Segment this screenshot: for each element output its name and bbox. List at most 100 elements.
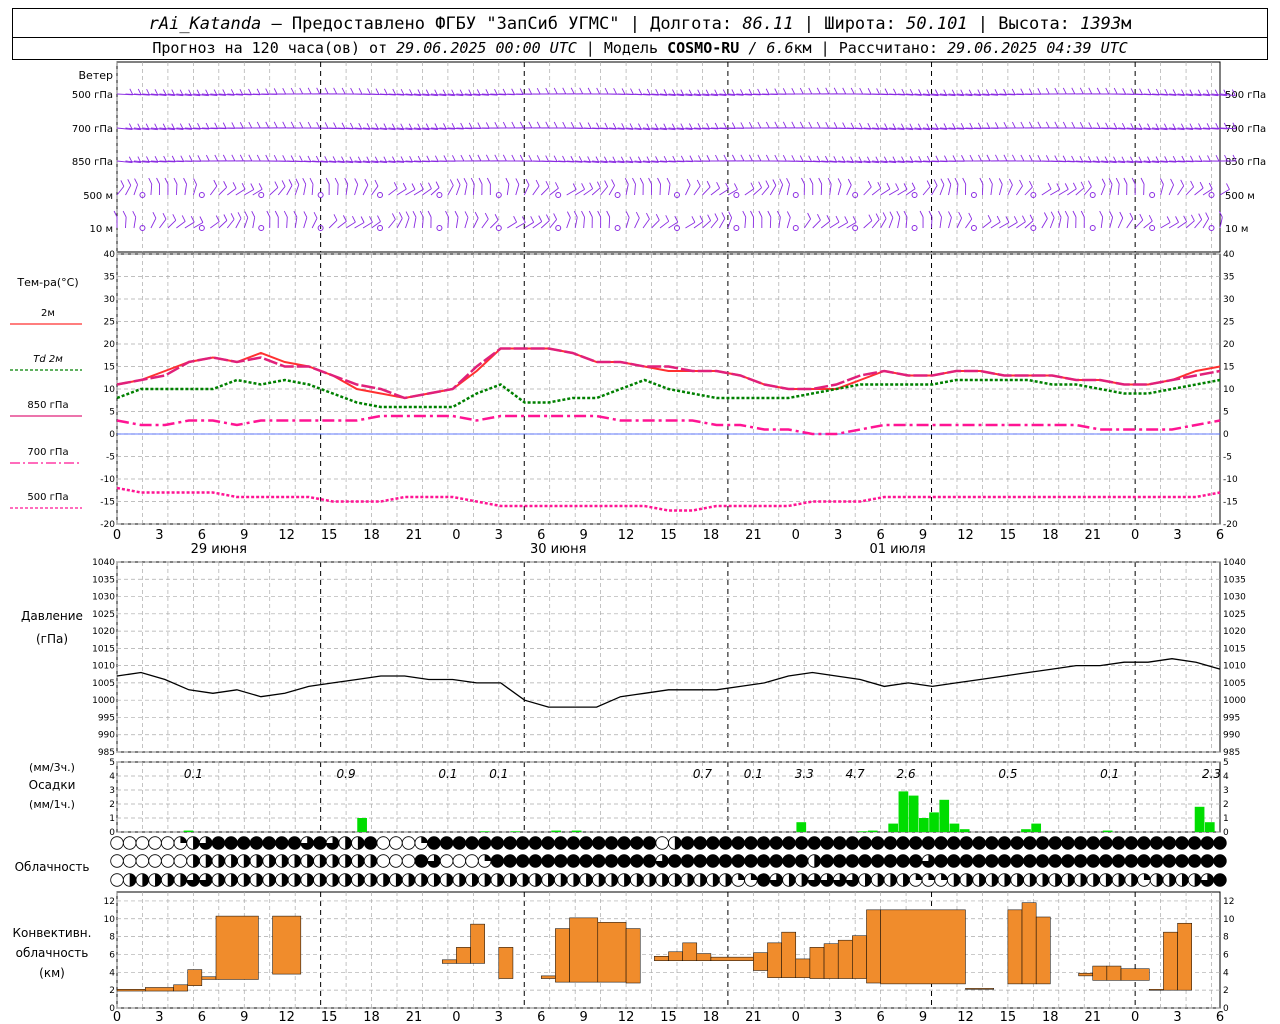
wind-barb	[888, 189, 899, 196]
wind-barb-feather	[1207, 155, 1211, 162]
wind-barb-feather	[299, 121, 304, 129]
wind-barb	[702, 127, 719, 130]
precip-bar	[867, 830, 878, 832]
wind-barb	[668, 221, 679, 229]
cloud-symbol-fill	[294, 873, 301, 887]
wind-barb	[176, 221, 186, 229]
wind-barb	[906, 160, 922, 163]
cloud-symbol-fill	[833, 873, 846, 887]
cloud-symbol-fill	[833, 854, 846, 868]
cloud-symbol-fill	[313, 836, 327, 850]
wind-barb-feather	[538, 215, 543, 222]
wind-barb	[846, 221, 857, 229]
conv-bar	[215, 915, 259, 980]
precip-bar	[1021, 829, 1031, 832]
wind-barb-feather	[597, 210, 602, 218]
wind-barb-feather	[1170, 178, 1174, 186]
wind-barb	[956, 217, 963, 229]
wind-barb-feather	[241, 182, 246, 190]
wind-barb-feather	[630, 88, 634, 95]
wind-barb-feather	[536, 155, 541, 162]
wind-barb-feather	[833, 122, 838, 129]
conv-bar	[767, 942, 782, 978]
cloud-symbol-fill	[719, 854, 732, 868]
wind-barb	[744, 217, 747, 229]
temp-hour-label: 12	[618, 528, 635, 543]
wind-barb	[1135, 160, 1151, 164]
cloud-symbol-fill	[1118, 873, 1125, 887]
lat-label: Широта:	[824, 14, 896, 34]
wind-barb-feather	[801, 177, 805, 185]
wind-barb-feather	[164, 177, 169, 185]
wind-barb-feather	[511, 121, 516, 129]
wind-barb	[1169, 160, 1185, 163]
wind-barb	[464, 184, 468, 196]
precip-bar	[888, 823, 899, 832]
wind-barb-feather	[714, 213, 719, 220]
cloud-symbol-fill	[262, 836, 276, 850]
cloud-symbol-fill	[1080, 873, 1087, 887]
cloud-symbol-fill	[896, 854, 910, 868]
temp-hour-label: 0	[452, 528, 460, 543]
wind-barb	[803, 218, 811, 229]
wind-barb-feather	[986, 122, 991, 129]
wind-barb-feather	[1064, 210, 1069, 218]
wind-level-label: 700 гПа	[72, 124, 113, 135]
wind-barb	[693, 93, 710, 97]
wind-barb	[175, 183, 178, 196]
cloud-symbol-fill	[383, 873, 390, 887]
wind-barb	[405, 160, 422, 163]
wind-barb	[303, 217, 308, 229]
wind-barb-feather	[958, 211, 963, 219]
wind-barb-feather	[579, 122, 584, 129]
cloud-symbol-fill	[491, 836, 504, 850]
conv-ylabel3: (км)	[39, 966, 65, 980]
cloud-symbol-fill	[833, 836, 846, 850]
wind-barb-feather	[859, 87, 864, 95]
wind-barb	[880, 127, 896, 131]
wind-barb-feather	[889, 211, 894, 218]
cloud-symbol-fill	[1093, 873, 1100, 887]
cloud-symbol-fill	[884, 836, 897, 850]
wind-barb-feather	[750, 182, 755, 189]
wind-barb-feather	[333, 214, 338, 221]
wind-barb	[159, 160, 176, 163]
wind-barb	[999, 222, 1010, 229]
cloud-symbol-fill	[1194, 873, 1201, 887]
wind-barb	[668, 93, 684, 97]
wind-barb-feather	[383, 88, 388, 95]
wind-barb	[354, 127, 371, 130]
wind-barb-feather	[1088, 87, 1093, 95]
cloud-symbol-fill	[871, 854, 884, 868]
conv-hour-label: 15	[321, 1010, 338, 1024]
wind-barb-feather	[528, 154, 533, 162]
cloud-symbol-fill	[243, 854, 251, 868]
wind-barb	[125, 160, 141, 163]
wind-barb	[125, 185, 132, 196]
wind-barb	[150, 160, 167, 163]
wind-level-label-right: 500 гПа	[1225, 90, 1266, 101]
cloud-symbol-fill	[681, 836, 694, 850]
wind-barb	[1194, 219, 1203, 229]
temp-hour-label: 15	[1000, 528, 1017, 543]
calc-label: Рассчитано:	[838, 39, 939, 57]
wind-barb-feather	[1232, 122, 1237, 129]
wind-barb	[209, 185, 218, 196]
cloud-symbol-fill	[706, 854, 720, 868]
wind-barb	[626, 127, 642, 131]
cloud-symbol	[655, 836, 669, 850]
wind-barb	[710, 127, 727, 130]
wind-barb-feather	[173, 177, 178, 185]
cloud-symbol-fill	[1213, 873, 1227, 887]
cloud-symbol-fill	[1067, 873, 1075, 887]
cloud-symbol-fill	[281, 854, 289, 868]
conv-hour-label: 9	[580, 1010, 588, 1024]
wind-barb	[1177, 160, 1194, 163]
cloud-symbol-fill	[915, 873, 923, 880]
wind-barb-feather	[816, 87, 821, 95]
wind-barb	[150, 217, 157, 229]
wind-barb-feather	[750, 210, 754, 218]
wind-barb-feather	[725, 182, 730, 190]
wind-barb	[388, 187, 398, 196]
wind-barb	[1117, 217, 1124, 229]
